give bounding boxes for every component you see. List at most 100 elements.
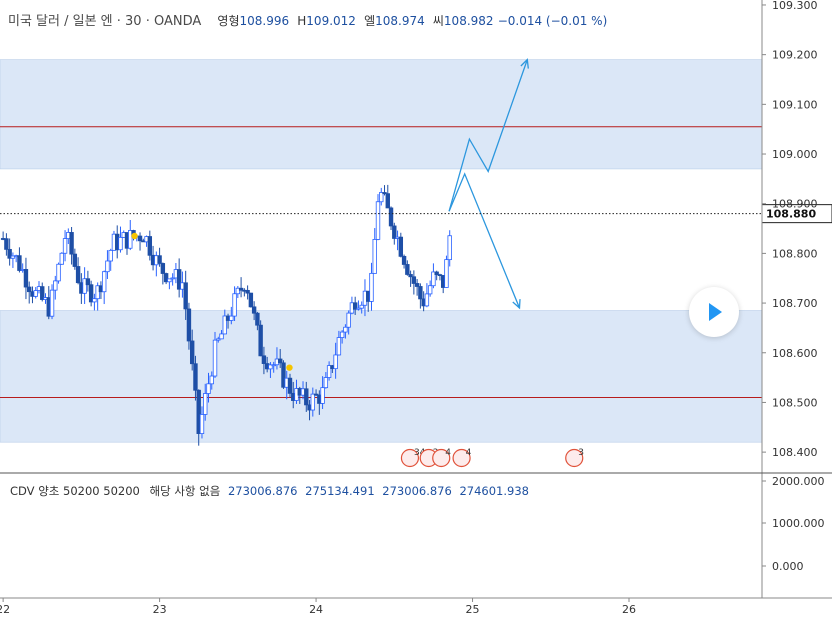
candle[interactable] <box>92 293 97 311</box>
candle[interactable] <box>346 310 351 335</box>
candle[interactable] <box>82 267 87 304</box>
candle[interactable] <box>434 270 439 281</box>
candle[interactable] <box>304 381 309 412</box>
candle[interactable] <box>385 184 390 209</box>
candle[interactable] <box>62 230 68 262</box>
candle[interactable] <box>137 232 143 251</box>
event-marker[interactable]: 4 <box>432 448 452 468</box>
candle[interactable] <box>339 330 345 344</box>
event-marker[interactable]: 3 <box>565 448 584 468</box>
candle[interactable] <box>72 248 78 270</box>
candle[interactable] <box>56 262 61 284</box>
candle[interactable] <box>401 254 407 269</box>
candle[interactable] <box>326 361 332 381</box>
candle[interactable] <box>408 270 413 287</box>
candle[interactable] <box>418 283 423 309</box>
candle[interactable] <box>219 330 224 340</box>
candle[interactable] <box>128 219 133 251</box>
event-marker[interactable]: 4 <box>452 448 472 468</box>
candle[interactable] <box>183 270 188 320</box>
candle[interactable] <box>336 330 342 356</box>
candle[interactable] <box>431 263 436 289</box>
candle[interactable] <box>235 286 241 299</box>
candle[interactable] <box>209 371 214 390</box>
candle[interactable] <box>163 272 169 285</box>
candle[interactable] <box>176 258 182 298</box>
candle[interactable] <box>258 320 263 357</box>
candle[interactable] <box>447 230 452 267</box>
candle[interactable] <box>281 360 286 389</box>
candle[interactable] <box>255 311 260 331</box>
candle[interactable] <box>108 248 113 271</box>
zone-2[interactable] <box>0 310 763 443</box>
candle[interactable] <box>186 302 192 350</box>
indicator-legend[interactable]: CDV 양초 50200 50200 해당 사항 없음 273006.876 2… <box>10 483 529 499</box>
event-marker[interactable]: 34 <box>400 448 426 468</box>
projection-arrow-2[interactable] <box>448 172 521 309</box>
candle[interactable] <box>69 226 74 265</box>
candle[interactable] <box>212 331 218 378</box>
candle[interactable] <box>372 228 377 274</box>
candle[interactable] <box>203 383 208 421</box>
candle[interactable] <box>356 300 361 311</box>
candle[interactable] <box>278 349 283 368</box>
candle[interactable] <box>101 270 107 305</box>
candle[interactable] <box>392 222 397 245</box>
candle[interactable] <box>343 324 348 339</box>
candle[interactable] <box>320 376 325 410</box>
candle[interactable] <box>232 286 237 321</box>
candle[interactable] <box>313 389 319 397</box>
candle[interactable] <box>427 280 433 297</box>
candle[interactable] <box>88 280 94 307</box>
candle[interactable] <box>238 277 244 298</box>
candle[interactable] <box>40 282 45 302</box>
candle[interactable] <box>333 342 338 379</box>
candle[interactable] <box>382 185 387 196</box>
candle[interactable] <box>23 257 29 300</box>
candle[interactable] <box>359 301 364 314</box>
candle[interactable] <box>398 232 404 258</box>
candle[interactable] <box>405 260 410 276</box>
candle[interactable] <box>444 255 449 288</box>
candle[interactable] <box>261 346 267 375</box>
candle[interactable] <box>196 389 201 446</box>
zone-1[interactable] <box>0 59 763 170</box>
candle[interactable] <box>268 362 273 378</box>
candle[interactable] <box>388 206 394 231</box>
candle[interactable] <box>248 292 254 308</box>
play-button[interactable] <box>689 287 739 337</box>
symbol-title[interactable]: 미국 달러 / 일본 엔 · 30 · OANDA <box>8 14 202 29</box>
candle[interactable] <box>75 257 81 285</box>
candle[interactable] <box>118 226 123 253</box>
candle[interactable] <box>167 278 172 290</box>
candle[interactable] <box>414 279 420 296</box>
projection-arrow-1[interactable] <box>448 59 528 212</box>
candle[interactable] <box>95 282 100 311</box>
candle[interactable] <box>251 301 257 321</box>
candle[interactable] <box>369 262 374 311</box>
candle[interactable] <box>33 287 38 299</box>
candle[interactable] <box>271 361 276 373</box>
candle[interactable] <box>53 275 58 300</box>
candle[interactable] <box>323 372 329 389</box>
candle[interactable] <box>7 238 12 266</box>
candle[interactable] <box>27 281 32 304</box>
candle[interactable] <box>59 252 65 265</box>
candle[interactable] <box>105 250 110 279</box>
candle[interactable] <box>157 247 162 267</box>
candle[interactable] <box>245 285 250 300</box>
candle[interactable] <box>170 273 175 286</box>
candle[interactable] <box>411 270 417 295</box>
candle[interactable] <box>147 230 153 261</box>
candle[interactable] <box>310 387 316 417</box>
candle[interactable] <box>379 187 384 206</box>
candle[interactable] <box>49 284 55 320</box>
candle[interactable] <box>85 270 91 292</box>
candle[interactable] <box>375 194 381 241</box>
candle[interactable] <box>424 283 430 308</box>
candle[interactable] <box>17 247 22 273</box>
candle[interactable] <box>229 306 234 325</box>
candle[interactable] <box>206 372 211 403</box>
candle[interactable] <box>189 329 195 371</box>
